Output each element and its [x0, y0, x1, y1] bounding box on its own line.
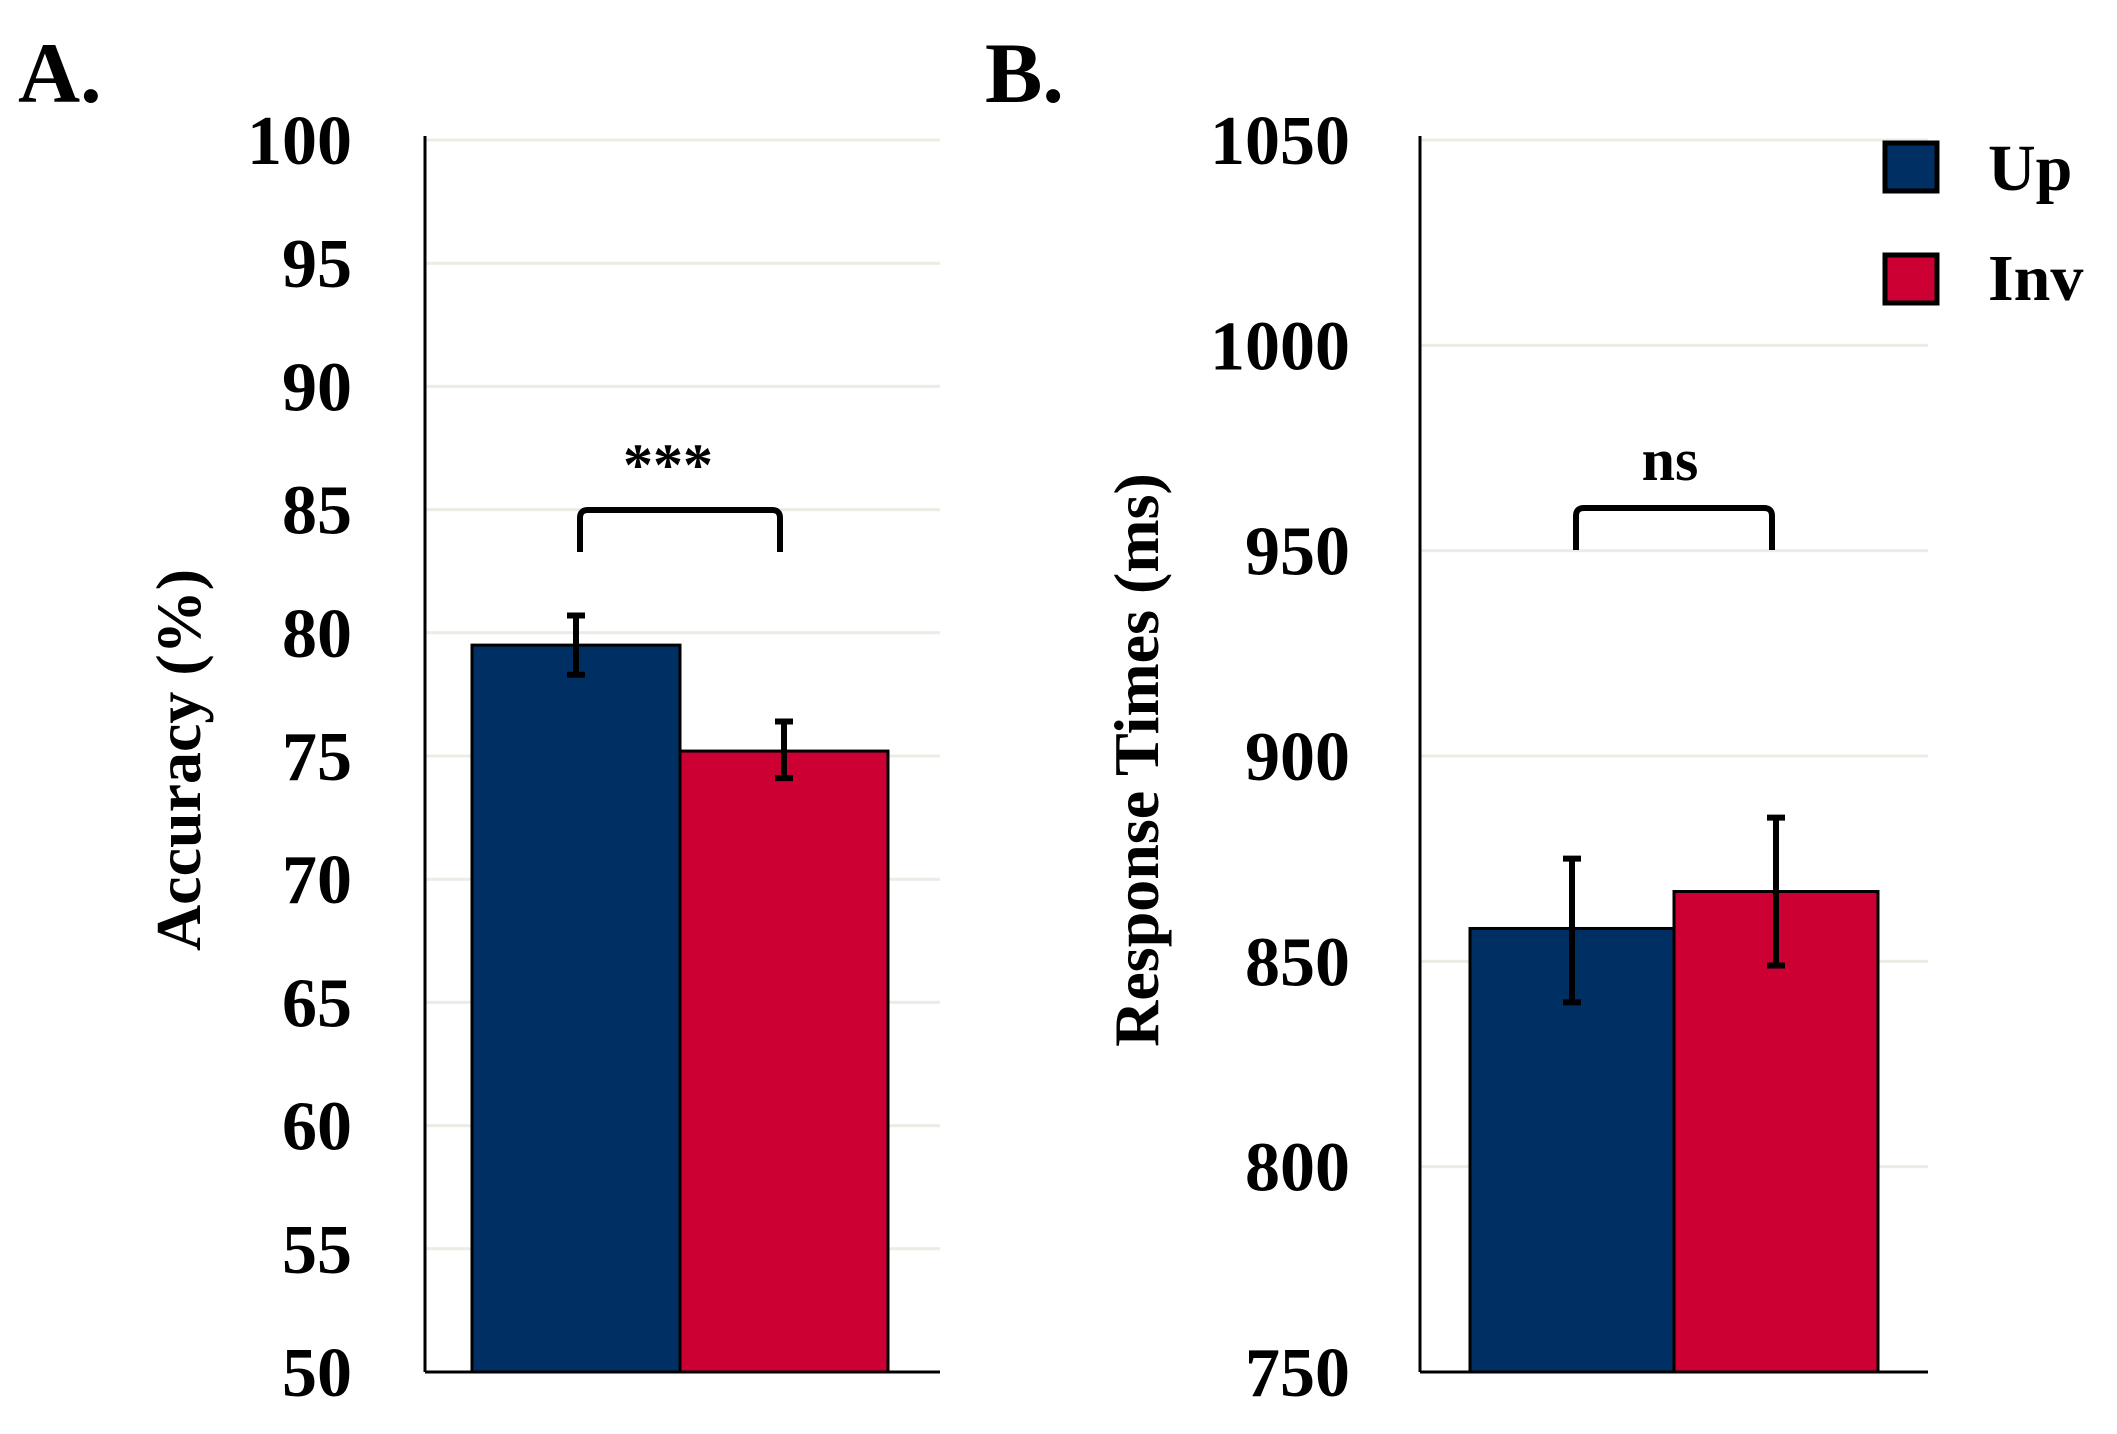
panel-label-a: A. — [18, 25, 102, 121]
bar-a-up — [470, 643, 682, 1374]
y-tick-label-a-80: 80 — [282, 596, 352, 673]
y-tick-label-b-900: 900 — [1245, 719, 1350, 796]
plot-area-a: 50 55 60 65 70 75 80 85 90 95 100 — [247, 103, 940, 1412]
y-tick-label-a-95: 95 — [282, 226, 352, 303]
legend: Up Inv — [1882, 132, 2083, 315]
legend-swatch-inv — [1882, 252, 1940, 306]
y-axis-title-a: Accuracy (%) — [143, 569, 214, 951]
y-tick-label-a-90: 90 — [282, 349, 352, 426]
y-tick-label-b-950: 950 — [1245, 514, 1350, 591]
panel-b: B. Response Times (ms) ns 750 800 850 900 95… — [985, 25, 1928, 1412]
legend-swatch-up — [1882, 140, 1940, 194]
y-tick-label-a-85: 85 — [282, 473, 352, 550]
y-tick-label-b-1050: 1050 — [1210, 103, 1350, 180]
y-tick-label-a-100: 100 — [247, 103, 352, 180]
y-tick-label-a-55: 55 — [282, 1212, 352, 1289]
panel-a: A. Accuracy (%) *** 50 55 60 65 70 75 80 85 90 95… — [18, 25, 940, 1412]
y-tick-label-a-70: 70 — [282, 842, 352, 919]
y-tick-label-a-50: 50 — [282, 1335, 352, 1412]
y-tick-label-a-60: 60 — [282, 1089, 352, 1166]
bar-a-inv — [678, 749, 890, 1374]
y-tick-label-a-75: 75 — [282, 719, 352, 796]
y-axis-title-b: Response Times (ms) — [1101, 473, 1172, 1047]
panel-label-b: B. — [985, 25, 1064, 121]
y-tick-label-b-800: 800 — [1245, 1130, 1350, 1207]
y-tick-label-b-850: 850 — [1245, 924, 1350, 1001]
y-tick-label-a-65: 65 — [282, 965, 352, 1042]
legend-label-up: Up — [1988, 132, 2072, 205]
significance-bracket-b — [1573, 505, 1775, 550]
significance-label-b: ns — [1642, 427, 1699, 493]
y-tick-label-b-1000: 1000 — [1210, 308, 1350, 385]
significance-bracket-a — [577, 507, 783, 552]
legend-label-inv: Inv — [1988, 242, 2083, 315]
plot-area-b: 750 800 850 900 950 1000 1050 — [1210, 103, 1928, 1412]
bar-b-inv — [1672, 890, 1880, 1374]
significance-label-a: *** — [623, 432, 713, 498]
y-tick-label-b-750: 750 — [1245, 1335, 1350, 1412]
